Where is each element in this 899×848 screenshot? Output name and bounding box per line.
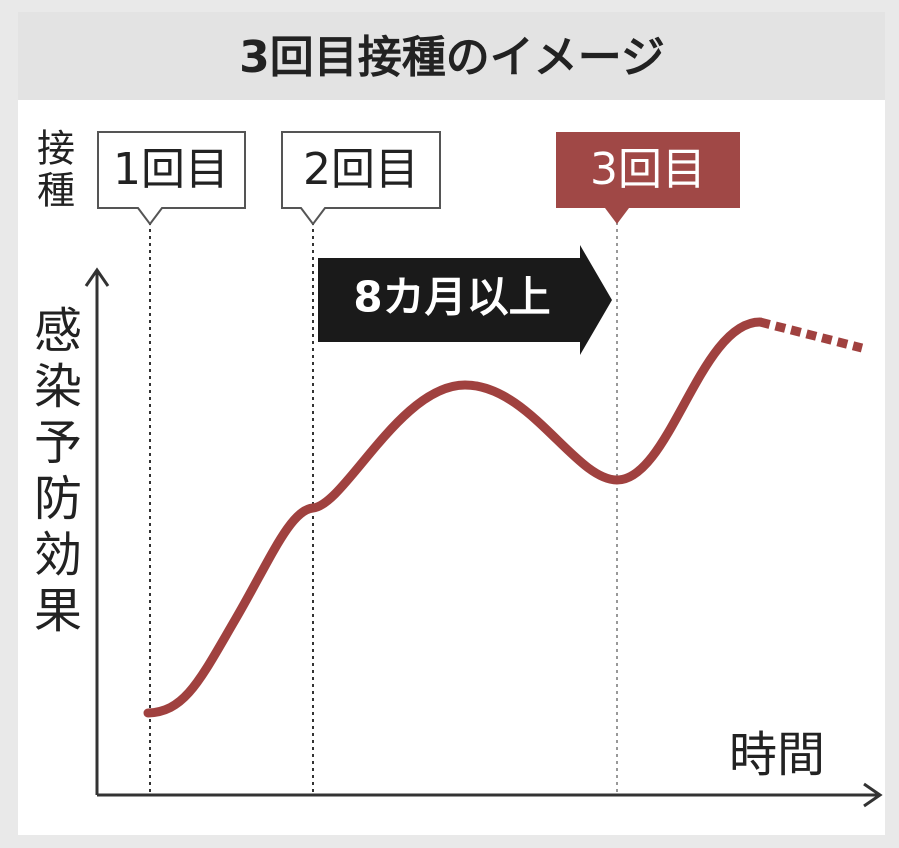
dose-label: 1回目 [113, 144, 229, 195]
efficacy-curve-projection [758, 317, 864, 353]
dose-label: 2回目 [303, 144, 419, 195]
y-axis-label: 感染予防効果 [25, 305, 81, 641]
title-band [18, 12, 885, 100]
dose-box [97, 131, 246, 226]
dose-label: 3回目 [590, 144, 706, 195]
efficacy-curve [143, 317, 765, 718]
dose-box [556, 132, 740, 224]
title: 3回目接種のイメージ [239, 32, 665, 83]
doses-axis-label: 接種 [31, 128, 75, 212]
interval-label: 8カ月以上 [353, 273, 550, 322]
x-axis-arrow [863, 782, 883, 808]
x-axis-label: 時間 [729, 727, 825, 783]
dose-box [281, 131, 441, 226]
y-axis-arrow [84, 267, 110, 287]
interval-arrow [318, 245, 612, 355]
